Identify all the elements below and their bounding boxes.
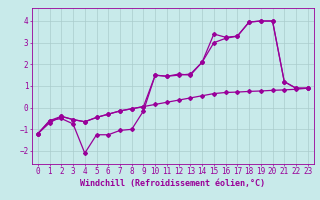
X-axis label: Windchill (Refroidissement éolien,°C): Windchill (Refroidissement éolien,°C)	[80, 179, 265, 188]
